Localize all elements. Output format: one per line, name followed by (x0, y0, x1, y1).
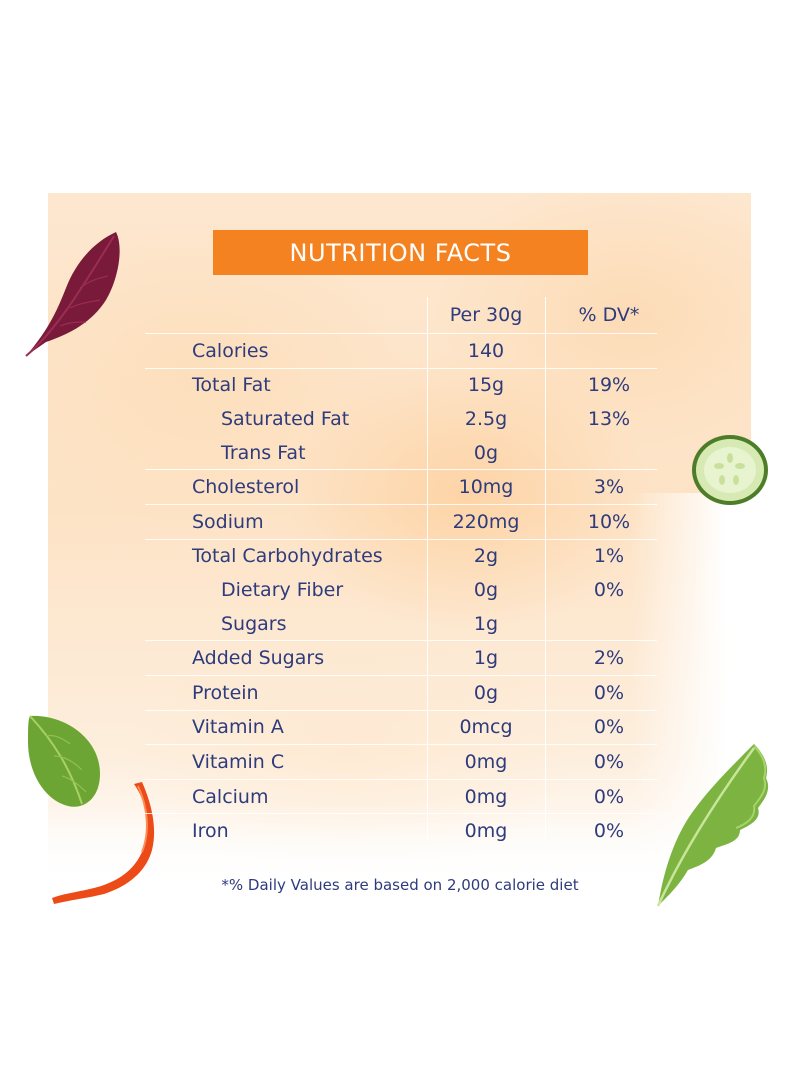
nutrient-daily-value: 2% (593, 647, 625, 670)
nutrient-daily-value: 0% (593, 750, 625, 773)
nutrient-name: Cholesterol (192, 476, 300, 499)
nutrient-daily-value: 3% (593, 476, 625, 499)
nutrient-amount: 2.5g (464, 407, 508, 430)
nutrient-name: Calories (192, 339, 269, 362)
nutrient-amount: 0g (473, 578, 499, 601)
cucumber-slice-icon (692, 435, 768, 505)
lettuce-leaf-icon (656, 744, 769, 907)
column-header-dv: % DV* (578, 304, 640, 326)
nutrient-name: Vitamin C (192, 750, 285, 773)
nutrient-amount: 1g (473, 612, 499, 635)
nutrient-name: Total Fat (192, 374, 271, 397)
table-row: Iron 0mg 0% (145, 813, 657, 848)
nutrient-daily-value: 0% (593, 785, 625, 808)
table-row: Sodium 220mg 10% (145, 503, 657, 539)
table-body: Calories 140 Total Fat 15g 19% Saturated Fat 2… (145, 333, 657, 848)
nutrient-name: Sodium (192, 510, 264, 533)
nutrient-daily-value: 19% (587, 374, 631, 397)
nutrient-name: Protein (192, 681, 259, 704)
nutrient-amount: 0mcg (459, 716, 513, 739)
nutrient-daily-value: 1% (593, 545, 625, 568)
table-row: Total Carbohydrates 2g 1% (145, 538, 657, 574)
red-pepper-strip-icon (52, 782, 155, 904)
nutrient-daily-value: 0% (593, 820, 625, 843)
table-header-row: Per 30g % DV* (145, 297, 657, 333)
nutrient-amount: 1g (473, 647, 499, 670)
nutrient-amount: 15g (467, 374, 505, 397)
nutrition-table: Per 30g % DV* Calories 140 Total Fat 15g 19%… (145, 297, 657, 848)
nutrient-amount: 0g (473, 441, 499, 464)
nutrient-amount: 0g (473, 681, 499, 704)
table-row: Calcium 0mg 0% (145, 778, 657, 814)
nutrient-amount: 220mg (452, 510, 520, 533)
nutrient-amount: 0mg (464, 820, 508, 843)
nutrient-amount: 0mg (464, 750, 508, 773)
table-row: Vitamin A 0mcg 0% (145, 709, 657, 745)
table-row: Trans Fat 0g (145, 436, 657, 470)
nutrient-amount: 140 (467, 339, 505, 362)
table-row: Calories 140 (145, 333, 657, 368)
red-chard-leaf-icon (25, 232, 120, 357)
nutrient-amount: 2g (473, 545, 499, 568)
nutrient-amount: 10mg (458, 476, 514, 499)
nutrient-name: Saturated Fat (221, 407, 350, 430)
background-panel (48, 193, 751, 893)
table-row: Sugars 1g (145, 607, 657, 641)
panel-fade-bottom (48, 803, 751, 893)
column-header-amount: Per 30g (449, 304, 523, 326)
nutrient-daily-value: 0% (593, 578, 625, 601)
nutrient-name: Added Sugars (192, 647, 325, 670)
nutrient-name: Trans Fat (221, 441, 306, 464)
nutrient-daily-value: 10% (587, 510, 631, 533)
table-row: Cholesterol 10mg 3% (145, 469, 657, 504)
nutrient-name: Sugars (221, 612, 287, 635)
nutrient-name: Vitamin A (192, 716, 284, 739)
table-row: Added Sugars 1g 2% (145, 640, 657, 675)
daily-value-footnote: *% Daily Values are based on 2,000 calor… (221, 876, 579, 894)
nutrient-name: Dietary Fiber (221, 578, 344, 601)
table-row: Total Fat 15g 19% (145, 367, 657, 403)
table-row: Vitamin C 0mg 0% (145, 744, 657, 779)
nutrient-daily-value: 0% (593, 681, 625, 704)
table-row: Saturated Fat 2.5g 13% (145, 402, 657, 436)
nutrient-daily-value: 13% (587, 407, 631, 430)
table-row: Protein 0g 0% (145, 674, 657, 710)
nutrient-name: Iron (192, 820, 229, 843)
nutrient-amount: 0mg (464, 785, 508, 808)
column-divider-left (427, 297, 428, 839)
nutrient-daily-value: 0% (593, 716, 625, 739)
nutrient-name: Total Carbohydrates (192, 545, 383, 568)
column-divider-right (545, 297, 546, 839)
basil-leaf-icon (28, 715, 100, 807)
nutrient-name: Calcium (192, 785, 269, 808)
nutrition-facts-title: NUTRITION FACTS (213, 230, 588, 275)
table-row: Dietary Fiber 0g 0% (145, 573, 657, 607)
